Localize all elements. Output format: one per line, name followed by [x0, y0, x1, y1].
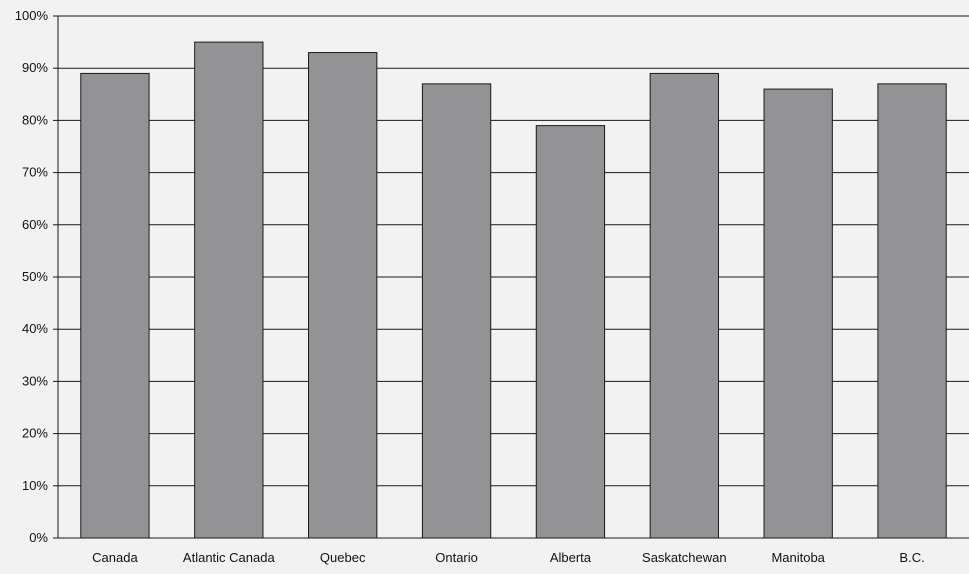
bar: [535, 125, 606, 539]
bar: [421, 83, 492, 539]
x-tick-label: Canada: [92, 550, 138, 565]
x-tick-label: Ontario: [435, 550, 478, 565]
bar: [877, 83, 947, 539]
x-tick-label: Quebec: [320, 550, 366, 565]
y-tick-label: 10%: [22, 478, 48, 493]
bars: [80, 41, 947, 539]
bar: [649, 72, 719, 539]
y-tick-label: 100%: [15, 8, 49, 23]
axes: [53, 15, 969, 539]
bar: [308, 52, 378, 539]
y-tick-label: 40%: [22, 321, 48, 336]
x-tick-label: Atlantic Canada: [183, 550, 276, 565]
x-tick-label: B.C.: [899, 550, 924, 565]
y-tick-labels: 0% 10% 20% 30% 40% 50% 60% 70% 80% 90% 100%: [15, 8, 49, 545]
x-tick-labels: Canada Atlantic Canada Quebec Ontario Albert…: [92, 550, 925, 565]
y-tick-label: 60%: [22, 217, 48, 232]
y-tick-label: 30%: [22, 373, 48, 388]
y-tick-label: 50%: [22, 269, 48, 284]
y-tick-label: 80%: [22, 112, 48, 127]
bar: [194, 41, 264, 539]
y-tick-label: 20%: [22, 426, 48, 441]
x-tick-label: Manitoba: [771, 550, 825, 565]
x-tick-label: Saskatchewan: [642, 550, 727, 565]
y-tick-label: 90%: [22, 60, 48, 75]
y-tick-label: 0%: [29, 530, 48, 545]
bar: [80, 72, 150, 539]
bar: [763, 88, 833, 539]
y-tick-label: 70%: [22, 165, 48, 180]
x-tick-label: Alberta: [550, 550, 592, 565]
